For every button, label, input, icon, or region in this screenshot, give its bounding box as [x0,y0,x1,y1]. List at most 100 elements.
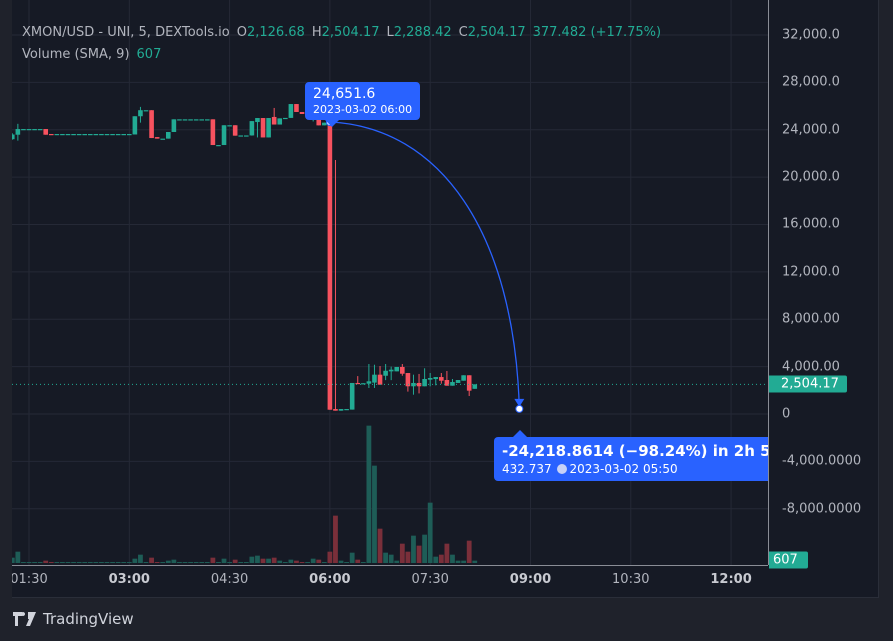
volume-bar [188,562,193,563]
candle-body [149,110,154,139]
volume-legend: Volume (SMA, 9) 607 [22,44,661,66]
volume-bar [243,562,249,563]
volume-bar [394,560,400,563]
time-axis-label: 09:00 [509,572,552,587]
candle-body [249,121,255,136]
candle-body [132,116,138,135]
measure-end-handle [515,404,524,413]
price-axis-label: 12,000.0 [782,264,840,280]
volume-bar [104,562,110,563]
price-chart[interactable] [12,0,768,565]
candle-body [121,134,127,136]
volume-bar [360,562,366,563]
tradingview-logo-icon [13,612,36,626]
volume-bar [60,562,65,563]
volume-bar [249,556,255,563]
volume-bar [444,543,450,563]
candle-body [15,129,21,135]
volume-bar [32,562,37,563]
candle-body [216,145,221,147]
volume-bar [377,528,383,563]
high-value: 2,504.17 [321,25,380,40]
volume-bar [321,562,327,563]
volume-bar [299,562,305,563]
low-value: 2,288.42 [393,25,452,40]
volume-bar [165,560,171,563]
price-axis[interactable]: 32,000.0 28,000.0 24,000.0 20,000.0 16,000.0… [768,0,878,569]
volume-bar [422,534,428,563]
volume-bar [411,535,416,563]
volume-bar [450,554,455,563]
volume-bar [327,551,333,563]
volume-bar [416,545,422,563]
volume-bar [310,558,316,563]
volume-bar [466,540,472,563]
time-axis-label: 01:30 [12,572,48,587]
candle-body [12,134,15,140]
volume-bar [149,557,154,563]
chart-panel[interactable]: XMON/USD - UNI, 5, DEXTools.io O2,126.68 H… [12,0,879,598]
volume-bar [271,557,277,563]
candle-body [43,129,49,135]
candle-body [277,118,283,125]
candle-body [87,134,93,136]
symbol-title[interactable]: XMON/USD - UNI, 5, DEXTools.io [22,25,230,40]
volume-bar [216,562,221,563]
volume-bar [15,551,21,563]
time-axis-label: 03:00 [108,572,150,587]
candle-body [93,134,99,136]
candle-body [472,384,478,389]
volume-bar [266,558,271,563]
candle-body [322,122,327,126]
volume-bar [143,562,149,563]
candle-body [416,382,422,387]
candle-body [271,116,277,125]
time-axis-label: 06:00 [309,572,351,587]
volume-bar [232,559,238,563]
volume-bar [154,562,160,563]
candle-body [344,409,349,411]
candle-body [444,380,450,386]
candle-body [37,129,43,131]
volume-bar [76,562,82,563]
candle-body [60,134,65,136]
volume-bar [199,562,205,563]
candle-body [110,134,115,136]
volume-bar [43,560,49,563]
volume-bar [160,562,166,563]
candle-body [466,375,472,391]
volume-bar [405,551,411,563]
volume-bar [294,560,299,563]
volume-bar [82,562,88,563]
candle-body [154,137,160,139]
volume-bar [204,562,210,563]
volume-bar [210,557,216,563]
volume-bar [260,558,266,563]
volume-sma-badge: 607 [769,551,808,569]
volume-bar [333,515,338,563]
time-axis[interactable]: 01:30 03:00 04:30 06:00 07:30 09:00 10:30 12:00 [12,565,768,597]
candle-body [383,370,388,376]
volume-bar [26,562,32,563]
candle-body [193,119,199,121]
time-axis-label: 04:30 [210,572,249,587]
price-axis-label: 16,000.0 [782,216,840,232]
tradingview-logo[interactable]: TradingView [13,610,134,628]
volume-bar [388,554,394,563]
volume-indicator-title[interactable]: Volume (SMA, 9) [22,47,130,62]
price-axis-label: 28,000.0 [782,74,840,90]
candle-body [405,373,411,387]
price-axis-label: 4,000.00 [782,359,840,375]
change-value: 377.482 (+17.75%) [532,25,662,40]
candle-body [160,138,166,140]
volume-bar [177,562,182,563]
candle-body [26,129,32,131]
price-axis-label: 0 [782,406,791,422]
candle-body [138,110,143,117]
candle-body [171,119,177,132]
volume-bar [277,560,283,563]
volume-bar [438,554,444,563]
measure-start-price: 24,651.6 [313,86,376,102]
candle-body [244,135,249,137]
volume-bar [110,562,115,563]
